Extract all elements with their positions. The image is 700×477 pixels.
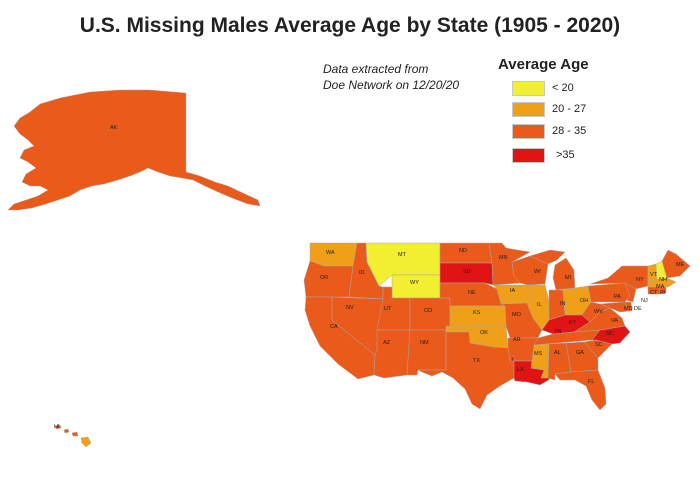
label-nc: NC (606, 331, 614, 337)
state-wy[interactable] (391, 274, 441, 299)
label-nv: NV (346, 305, 354, 311)
label-nm: NM (420, 340, 429, 346)
state-sd[interactable] (439, 262, 494, 286)
label-de: DE (634, 306, 642, 312)
label-nj: NJ (641, 298, 648, 304)
legend-swatch-over-35 (512, 148, 545, 163)
label-ct: CT (650, 290, 658, 296)
label-ms: MS (534, 351, 543, 357)
legend-label-under-20: < 20 (552, 82, 574, 94)
label-al: AL (554, 350, 561, 356)
note-line-2: Doe Network on 12/20/20 (323, 78, 460, 92)
label-ca: CA (330, 324, 338, 330)
state-az[interactable] (373, 329, 411, 379)
state-co[interactable] (409, 297, 451, 331)
label-tn: TN (554, 329, 561, 335)
label-hi: HI (54, 424, 60, 430)
state-ga[interactable] (565, 341, 599, 373)
label-ut: UT (384, 306, 392, 312)
legend: Average Age < 20 20 - 27 28 - 35 >35 (498, 56, 589, 163)
label-ne: NE (468, 290, 476, 296)
state-or[interactable] (303, 260, 354, 298)
label-in: IN (560, 301, 566, 307)
legend-swatch-20-27 (512, 102, 545, 117)
label-il: IL (537, 302, 542, 308)
label-la: LA (517, 367, 524, 373)
legend-title: Average Age (498, 56, 589, 73)
state-hi-2[interactable] (63, 428, 70, 434)
label-wv: WV (594, 309, 603, 315)
label-oh: OH (580, 298, 588, 304)
state-hi[interactable] (54, 424, 62, 430)
label-az: AZ (383, 340, 391, 346)
label-me: ME (676, 262, 685, 268)
state-nj[interactable] (624, 282, 637, 303)
label-wy: WY (410, 280, 419, 286)
label-sc: SC (595, 342, 603, 348)
label-id: ID (359, 270, 365, 276)
state-ma[interactable] (647, 277, 677, 288)
label-ia: IA (510, 288, 516, 294)
label-fl: FL (588, 379, 594, 385)
label-ma: MA (656, 284, 665, 290)
label-vt: VT (650, 272, 658, 278)
state-nm[interactable] (406, 329, 447, 376)
state-ks[interactable] (449, 305, 507, 327)
legend-label-20-27: 20 - 27 (552, 103, 587, 115)
state-ri[interactable] (659, 286, 667, 295)
label-ok: OK (480, 330, 488, 336)
map-title: U.S. Missing Males Average Age by State … (79, 14, 621, 37)
legend-label-over-35: >35 (556, 149, 575, 161)
label-md: MD (624, 306, 633, 312)
label-mi: MI (565, 275, 572, 281)
label-ga: GA (576, 350, 584, 356)
label-co: CO (424, 308, 433, 314)
label-or: OR (320, 275, 328, 281)
label-mt: MT (398, 252, 407, 258)
label-nh: NH (659, 277, 667, 283)
label-pa: PA (614, 294, 621, 300)
state-mi[interactable] (552, 257, 576, 291)
label-sd: SD (463, 269, 471, 275)
legend-swatch-under-20 (512, 81, 545, 96)
label-ks: KS (473, 310, 481, 316)
legend-label-28-35: 28 - 35 (552, 125, 587, 137)
label-wa: WA (326, 250, 335, 256)
label-ri: RI (660, 290, 666, 296)
state-mi-up[interactable] (529, 249, 566, 265)
data-source-note: Data extracted from Doe Network on 12/20… (323, 61, 459, 93)
state-tx[interactable] (417, 331, 515, 410)
note-line-1: Data extracted from (323, 62, 429, 76)
label-nd: ND (459, 248, 467, 254)
label-ny: NY (636, 277, 644, 283)
label-mn: MN (499, 255, 508, 261)
label-ar: AR (513, 337, 521, 343)
state-pa[interactable] (587, 282, 631, 303)
state-de[interactable] (624, 301, 633, 312)
label-va: VA (611, 318, 618, 324)
state-hi-4[interactable] (80, 436, 92, 448)
state-hi-3[interactable] (71, 431, 79, 437)
label-ak: AK (110, 125, 118, 131)
label-tx: TX (473, 358, 480, 364)
state-fl[interactable] (554, 369, 607, 411)
legend-swatch-28-35 (512, 124, 545, 139)
label-mo: MO (512, 312, 522, 318)
state-ak[interactable] (7, 89, 261, 211)
label-wi: WI (534, 269, 541, 275)
label-ky: KY (569, 320, 577, 326)
state-md[interactable] (599, 301, 631, 313)
